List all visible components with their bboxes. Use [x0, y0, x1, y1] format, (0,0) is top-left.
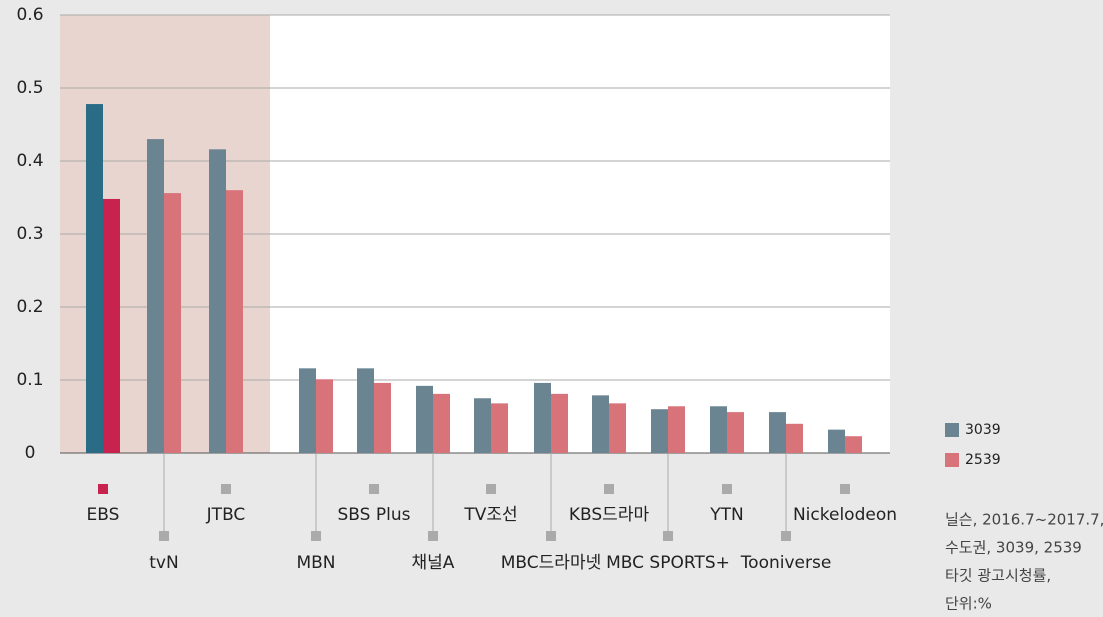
bar [474, 398, 491, 453]
label-marker [369, 484, 379, 494]
y-tick-label: 0.3 [16, 224, 43, 244]
label-marker [428, 531, 438, 541]
label-marker [221, 484, 231, 494]
bar [147, 139, 164, 453]
label-marker [98, 484, 108, 494]
y-tick-label: 0.2 [16, 297, 43, 317]
bar [710, 406, 727, 453]
label-marker [311, 531, 321, 541]
label-marker [722, 484, 732, 494]
bar [592, 395, 609, 453]
y-tick-label: 0.4 [16, 151, 43, 171]
bar [299, 368, 316, 453]
x-tick-label: MBC SPORTS+ [606, 553, 730, 573]
x-tick-label: Tooniverse [740, 553, 832, 573]
label-marker [604, 484, 614, 494]
x-tick-label: JTBC [206, 505, 246, 525]
bar [416, 385, 433, 453]
x-tick-label: TV조선 [463, 505, 517, 525]
legend-swatch [945, 453, 959, 467]
y-tick-label: 0.1 [16, 370, 43, 390]
y-tick-label: 0.6 [16, 5, 43, 25]
bar [316, 379, 333, 453]
x-tick-label: 채널A [412, 553, 455, 573]
bar [609, 403, 626, 453]
bar [727, 412, 744, 453]
note: 닐슨, 2016.7~2017.7, [945, 511, 1103, 529]
note: 수도권, 3039, 2539 [945, 539, 1082, 557]
bar [164, 193, 181, 453]
bar [491, 403, 508, 453]
bar [786, 423, 803, 453]
label-marker [159, 531, 169, 541]
legend-label: 3039 [965, 422, 1001, 438]
x-tick-label: Nickelodeon [793, 505, 897, 525]
x-tick-label: YTN [709, 505, 744, 525]
bar [103, 198, 120, 453]
x-tick-label: MBC드라마넷 [501, 553, 601, 573]
bar [534, 382, 551, 453]
bar [769, 412, 786, 453]
bar [433, 393, 450, 453]
label-marker [546, 531, 556, 541]
bar [86, 104, 103, 453]
legend-swatch [945, 423, 959, 437]
note: 단위:% [945, 595, 992, 613]
label-marker [840, 484, 850, 494]
bar [668, 406, 685, 453]
y-tick-label: 0.5 [16, 78, 43, 98]
bar [651, 409, 668, 453]
label-marker [781, 531, 791, 541]
legend-label: 2539 [965, 452, 1001, 468]
x-tick-label: MBN [296, 553, 335, 573]
bar [845, 436, 862, 453]
bar [374, 382, 391, 453]
note: 타깃 광고시청률, [945, 567, 1051, 585]
x-tick-label: KBS드라마 [569, 505, 650, 525]
x-tick-label: tvN [149, 553, 178, 573]
x-tick-label: SBS Plus [338, 505, 411, 525]
x-tick-label: EBS [87, 505, 120, 525]
bar [357, 368, 374, 453]
bar [828, 429, 845, 453]
label-marker [486, 484, 496, 494]
label-marker [663, 531, 673, 541]
bar [209, 149, 226, 453]
y-tick-label: 0 [25, 443, 36, 463]
bar [226, 190, 243, 453]
bar [551, 393, 568, 453]
